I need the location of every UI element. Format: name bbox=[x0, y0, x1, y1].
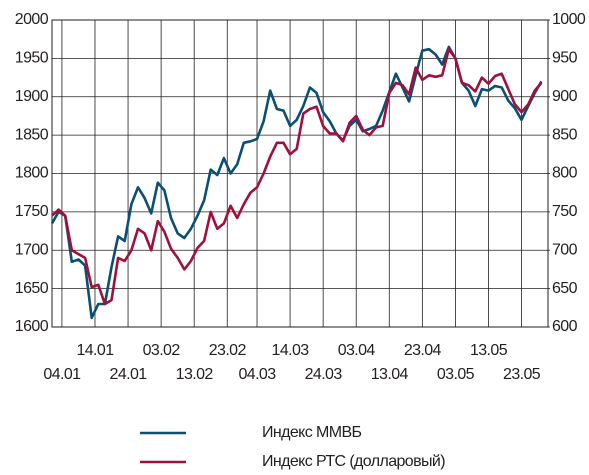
x-tick-label: 03.02 bbox=[143, 342, 181, 359]
y2-tick-label: 650 bbox=[552, 280, 578, 297]
y-tick-label: 2000 bbox=[15, 11, 49, 28]
y-tick-label: 1800 bbox=[15, 165, 49, 182]
y-tick-label: 1700 bbox=[15, 241, 49, 258]
legend-label: Индекс ММВБ bbox=[262, 424, 362, 441]
x-tick-label: 23.04 bbox=[404, 342, 442, 359]
x-tick-label: 24.01 bbox=[110, 366, 148, 383]
y2-tick-label: 800 bbox=[552, 165, 578, 182]
x-tick-label: 04.03 bbox=[238, 366, 276, 383]
x-tick-label: 13.02 bbox=[176, 366, 214, 383]
y2-tick-label: 1000 bbox=[552, 11, 586, 28]
y2-tick-label: 600 bbox=[552, 318, 578, 335]
x-tick-label: 14.01 bbox=[76, 342, 114, 359]
y2-tick-label: 750 bbox=[552, 203, 578, 220]
x-tick-label: 24.03 bbox=[305, 366, 343, 383]
y2-tick-label: 950 bbox=[552, 50, 578, 67]
x-tick-label: 23.05 bbox=[503, 366, 541, 383]
x-tick-label: 23.02 bbox=[209, 342, 247, 359]
y-tick-label: 1850 bbox=[15, 126, 49, 143]
y-tick-label: 1950 bbox=[15, 50, 49, 67]
y2-tick-label: 700 bbox=[552, 241, 578, 258]
y2-tick-label: 900 bbox=[552, 88, 578, 105]
y2-tick-label: 850 bbox=[552, 126, 578, 143]
y-tick-label: 1750 bbox=[15, 203, 49, 220]
x-tick-label: 13.05 bbox=[470, 342, 508, 359]
x-tick-label: 03.04 bbox=[338, 342, 376, 359]
legend-label: Индекс РТС (долларовый) bbox=[262, 453, 445, 470]
y-tick-label: 1650 bbox=[15, 280, 49, 297]
y-tick-label: 1900 bbox=[15, 88, 49, 105]
series-line bbox=[51, 47, 543, 306]
x-tick-label: 03.05 bbox=[437, 366, 475, 383]
x-tick-label: 04.01 bbox=[43, 366, 81, 383]
y-tick-label: 1600 bbox=[15, 318, 49, 335]
x-tick-label: 13.04 bbox=[371, 366, 409, 383]
series-line bbox=[50, 45, 543, 320]
x-tick-label: 14.03 bbox=[272, 342, 310, 359]
